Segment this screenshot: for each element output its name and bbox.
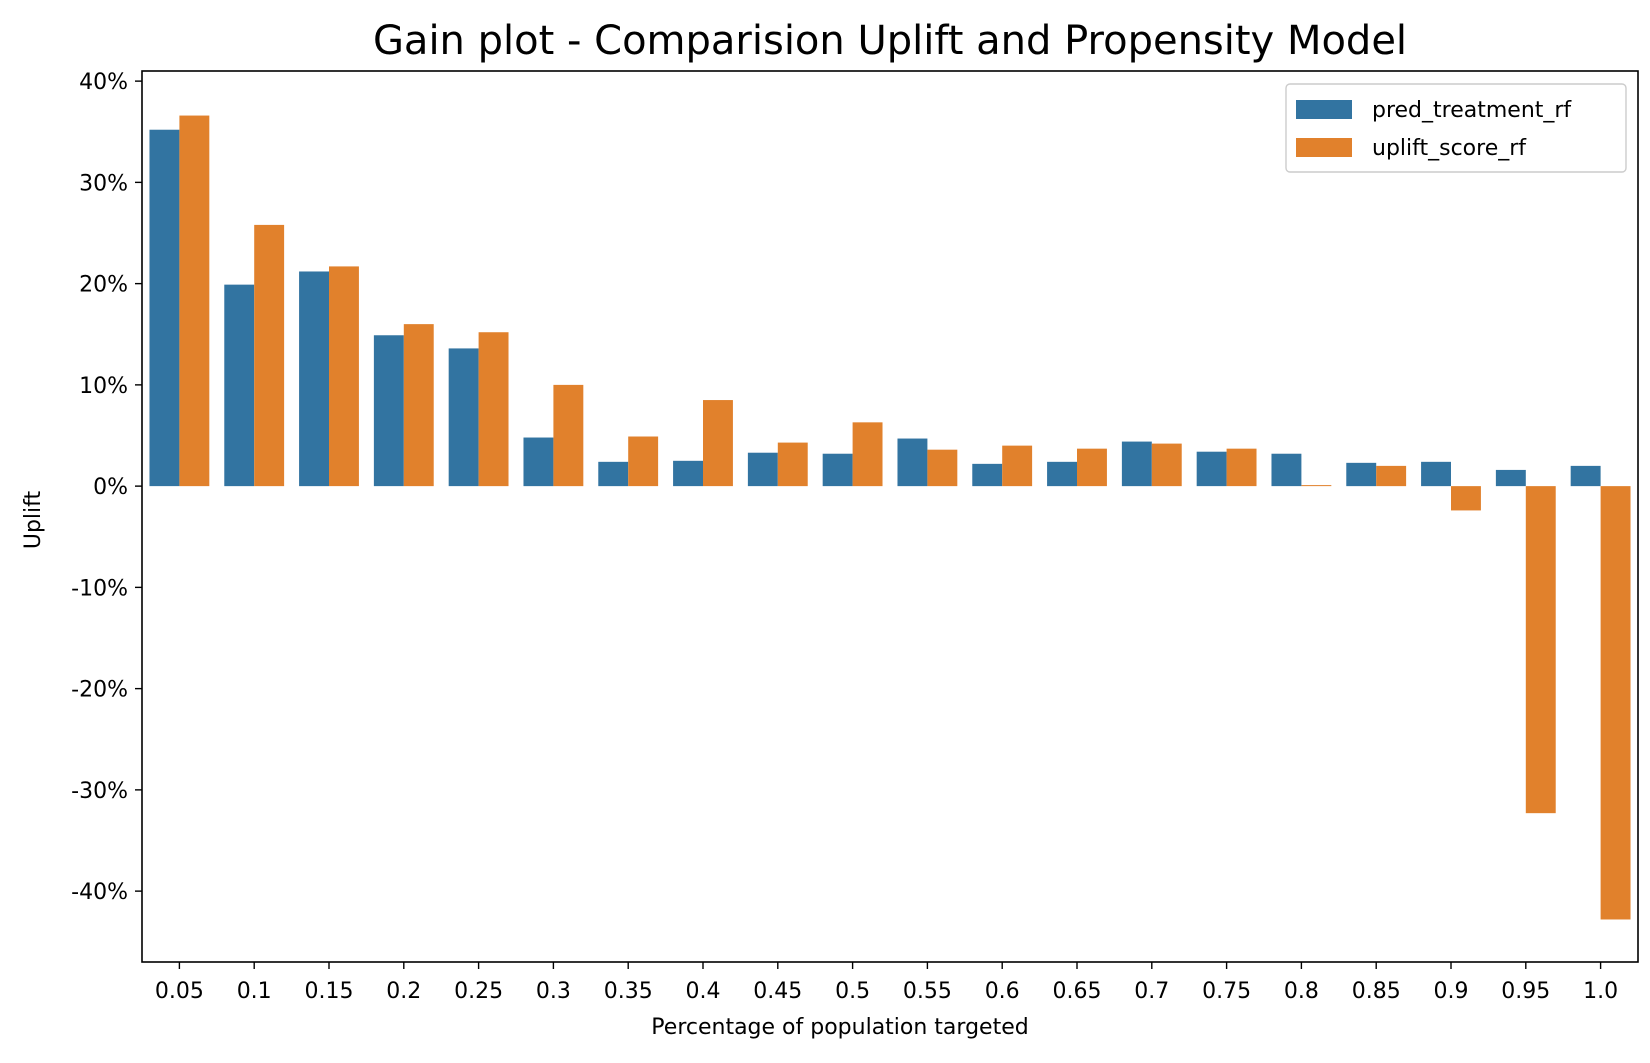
y-tick-label: 30% — [79, 171, 128, 196]
bar-uplift_score_rf-0.6 — [1002, 445, 1033, 487]
bar-uplift_score_rf-0.4 — [703, 400, 733, 487]
x-tick-label: 0.05 — [155, 979, 204, 1004]
bar-uplift_score_rf-0.5 — [852, 422, 883, 487]
bar-pred_treatment_rf-0.55 — [897, 438, 928, 487]
y-tick-label: 40% — [79, 70, 128, 95]
legend: pred_treatment_rf uplift_score_rf — [1285, 83, 1627, 173]
x-tick-label: 0.3 — [536, 979, 571, 1004]
bar-pred_treatment_rf-0.65 — [1047, 461, 1077, 487]
bar-pred_treatment_rf-0.95 — [1495, 469, 1526, 487]
legend-swatch-pred_treatment_rf — [1296, 100, 1352, 119]
plot-frame — [141, 70, 1639, 963]
x-tick-label: 0.15 — [305, 979, 354, 1004]
bar-pred_treatment_rf-0.45 — [747, 452, 778, 487]
x-tick-label: 0.1 — [237, 979, 272, 1004]
x-tick-label: 1.0 — [1583, 979, 1618, 1004]
y-tick-label: -30% — [71, 779, 128, 804]
x-tick-label: 0.35 — [604, 979, 653, 1004]
x-tick-label: 0.55 — [903, 979, 952, 1004]
x-tick-label: 0.45 — [753, 979, 802, 1004]
bar-pred_treatment_rf-0.25 — [448, 348, 479, 487]
legend-label-pred_treatment_rf: pred_treatment_rf — [1372, 98, 1572, 123]
x-tick-label: 0.25 — [454, 979, 503, 1004]
y-tick-label: -40% — [71, 880, 128, 905]
bar-uplift_score_rf-0.65 — [1077, 448, 1107, 487]
bar-uplift_score_rf-0.45 — [777, 442, 808, 487]
bar-pred_treatment_rf-0.75 — [1196, 451, 1227, 487]
y-axis-label: Uplift — [21, 490, 46, 549]
x-tick-label: 0.65 — [1053, 979, 1102, 1004]
y-tick-label: -10% — [71, 576, 128, 601]
bar-uplift_score_rf-0.85 — [1376, 465, 1407, 487]
bar-uplift_score_rf-0.7 — [1151, 443, 1182, 487]
bar-uplift_score_rf-0.05 — [179, 115, 210, 487]
bar-pred_treatment_rf-1.0 — [1570, 465, 1601, 487]
y-tick-label: -20% — [71, 678, 128, 703]
bar-uplift_score_rf-0.15 — [329, 266, 359, 487]
bar-pred_treatment_rf-0.3 — [523, 437, 554, 487]
bar-pred_treatment_rf-0.15 — [299, 271, 329, 487]
bar-uplift_score_rf-0.75 — [1226, 448, 1257, 487]
bars-layer — [149, 115, 1631, 920]
axis-layer: 0.05 0.1 0.15 0.2 0.25 0.3 0.35 0.4 0.45 0.5 0.55 0… — [71, 70, 1618, 1004]
bar-pred_treatment_rf-0.05 — [149, 129, 180, 487]
legend-label-uplift_score_rf: uplift_score_rf — [1372, 136, 1527, 161]
bar-uplift_score_rf-0.8 — [1301, 485, 1332, 487]
y-tick-label: 10% — [79, 374, 128, 399]
legend-swatch-uplift_score_rf — [1296, 138, 1352, 157]
bar-uplift_score_rf-1.0 — [1600, 486, 1631, 920]
x-tick-label: 0.85 — [1352, 979, 1401, 1004]
bar-uplift_score_rf-0.35 — [628, 436, 659, 487]
x-tick-label: 0.2 — [386, 979, 421, 1004]
legend-frame — [1285, 83, 1627, 173]
x-tick-label: 0.6 — [985, 979, 1020, 1004]
bar-pred_treatment_rf-0.2 — [373, 335, 404, 487]
x-tick-label: 0.4 — [686, 979, 721, 1004]
bar-pred_treatment_rf-0.85 — [1346, 462, 1377, 487]
chart-title: Gain plot - Comparision Uplift and Prope… — [373, 18, 1407, 64]
x-tick-label: 0.7 — [1134, 979, 1169, 1004]
x-tick-label: 0.9 — [1434, 979, 1469, 1004]
bar-pred_treatment_rf-0.9 — [1421, 461, 1451, 487]
bar-pred_treatment_rf-0.5 — [822, 453, 853, 487]
bar-pred_treatment_rf-0.8 — [1271, 453, 1302, 487]
y-tick-label: 0% — [93, 475, 128, 500]
bar-pred_treatment_rf-0.1 — [224, 284, 255, 487]
bar-uplift_score_rf-0.1 — [254, 224, 285, 487]
bar-pred_treatment_rf-0.35 — [598, 461, 629, 487]
x-axis-label: Percentage of population targeted — [651, 1015, 1028, 1040]
bar-uplift_score_rf-0.9 — [1451, 486, 1481, 511]
bar-pred_treatment_rf-0.7 — [1121, 441, 1152, 487]
bar-pred_treatment_rf-0.6 — [972, 463, 1003, 487]
bar-uplift_score_rf-0.25 — [478, 332, 509, 487]
x-tick-label: 0.5 — [835, 979, 870, 1004]
x-tick-label: 0.8 — [1284, 979, 1319, 1004]
bar-uplift_score_rf-0.3 — [553, 384, 584, 487]
bar-uplift_score_rf-0.55 — [927, 449, 958, 487]
y-tick-label: 20% — [79, 273, 128, 298]
x-tick-label: 0.95 — [1501, 979, 1550, 1004]
bar-uplift_score_rf-0.95 — [1525, 486, 1556, 814]
x-tick-label: 0.75 — [1202, 979, 1251, 1004]
bar-uplift_score_rf-0.2 — [403, 324, 434, 487]
bar-pred_treatment_rf-0.4 — [673, 460, 703, 487]
